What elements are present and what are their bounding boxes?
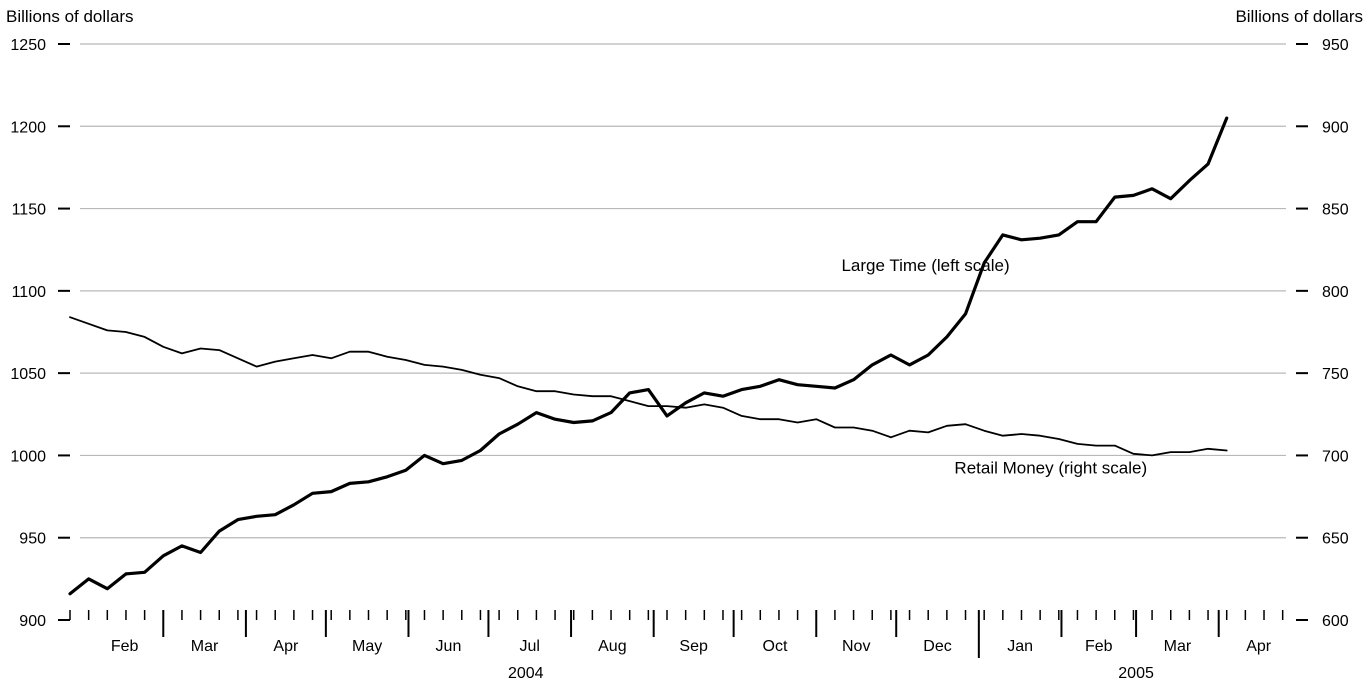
month-label: Feb: [1085, 638, 1113, 655]
right-axis-tick-label: 850: [1322, 202, 1349, 219]
right-axis-tick-label: 650: [1322, 531, 1349, 548]
month-label: Nov: [842, 638, 870, 655]
gridlines: [80, 43, 1286, 539]
left-axis-tick-label: 1200: [10, 119, 46, 136]
month-label: Apr: [1246, 638, 1272, 655]
right-axis-title: Billions of dollars: [1235, 7, 1363, 26]
month-label: May: [352, 638, 382, 655]
right-axis-tick-label: 600: [1322, 613, 1349, 630]
series-label: Large Time (left scale): [841, 256, 1009, 275]
right-axis-tick-label: 950: [1322, 37, 1349, 54]
month-label: Mar: [191, 638, 219, 655]
right-axis-tick-label: 900: [1322, 119, 1349, 136]
month-label: Apr: [273, 638, 299, 655]
month-label: Jun: [436, 638, 462, 655]
month-label: Aug: [598, 638, 626, 655]
series-label: Retail Money (right scale): [954, 459, 1147, 478]
month-label: Oct: [763, 638, 788, 655]
left-axis-tick-label: 1050: [10, 366, 46, 383]
month-label: Jul: [520, 638, 540, 655]
left-axis-tick-label: 950: [19, 531, 46, 548]
year-label: 2004: [508, 665, 544, 682]
left-axis-tick-label: 1250: [10, 37, 46, 54]
month-label: Feb: [111, 638, 139, 655]
right-axis-tick-label: 800: [1322, 284, 1349, 301]
month-label: Mar: [1164, 638, 1192, 655]
year-label: 2005: [1118, 665, 1154, 682]
right-axis-tick-label: 700: [1322, 448, 1349, 465]
month-label: Sep: [679, 638, 708, 655]
left-axis-tick-label: 1100: [12, 284, 47, 301]
month-label: Dec: [923, 638, 951, 655]
series-labels: Large Time (left scale) Retail Money (rig…: [841, 256, 1147, 477]
left-axis-tick-label: 900: [19, 613, 46, 630]
right-axis-tick-label: 750: [1322, 366, 1349, 383]
left-axis-tick-label: 1150: [12, 202, 47, 219]
series-lines: [68, 116, 1229, 596]
axes: 900 950 1000 1050 1100 1150 1200 1250 600 650 700 7…: [10, 37, 1348, 682]
series-line-retail-money: [69, 316, 1228, 457]
left-axis-tick-label: 1000: [10, 448, 46, 465]
month-label: Jan: [1007, 638, 1033, 655]
left-axis-title: Billions of dollars: [6, 7, 134, 26]
series-line-large-time: [68, 116, 1229, 596]
